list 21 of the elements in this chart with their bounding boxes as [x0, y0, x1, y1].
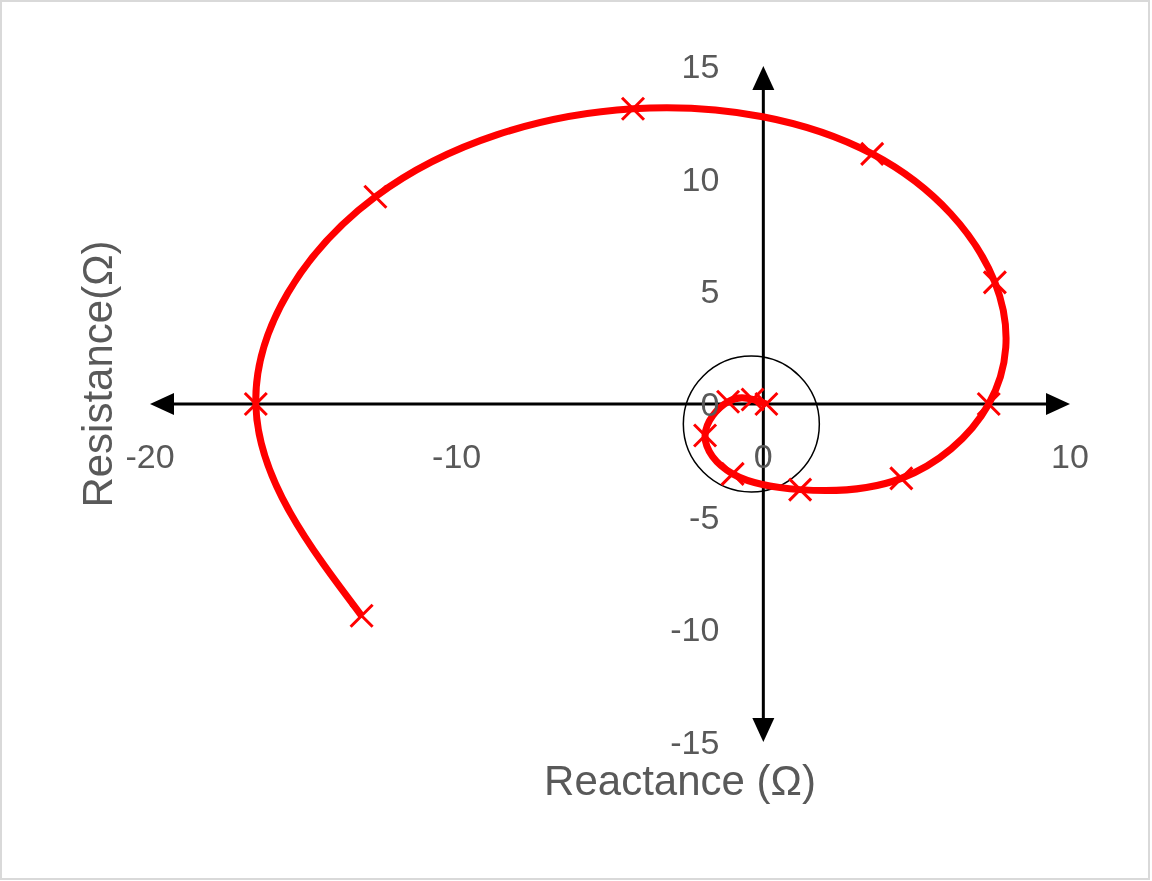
y-tick-label: 5 [700, 272, 720, 311]
y-axis-title: Resistance(Ω) [74, 240, 122, 508]
point [753, 391, 779, 417]
y-tick-label: -5 [689, 497, 720, 536]
point [859, 141, 885, 167]
point [976, 391, 1002, 417]
point [982, 269, 1008, 295]
point [787, 477, 813, 503]
point [620, 96, 646, 122]
x-tick-label: 10 [1051, 437, 1089, 475]
y-tick-label: 15 [681, 47, 720, 85]
x-tick-label: -10 [432, 437, 482, 475]
point [362, 184, 388, 210]
x-tick-label: -20 [125, 437, 175, 475]
point [243, 391, 269, 417]
y-tick-label: 10 [681, 159, 720, 198]
point [349, 603, 375, 629]
point [888, 465, 914, 491]
point [692, 423, 718, 449]
point [720, 461, 746, 487]
y-tick-label: -10 [670, 610, 720, 649]
